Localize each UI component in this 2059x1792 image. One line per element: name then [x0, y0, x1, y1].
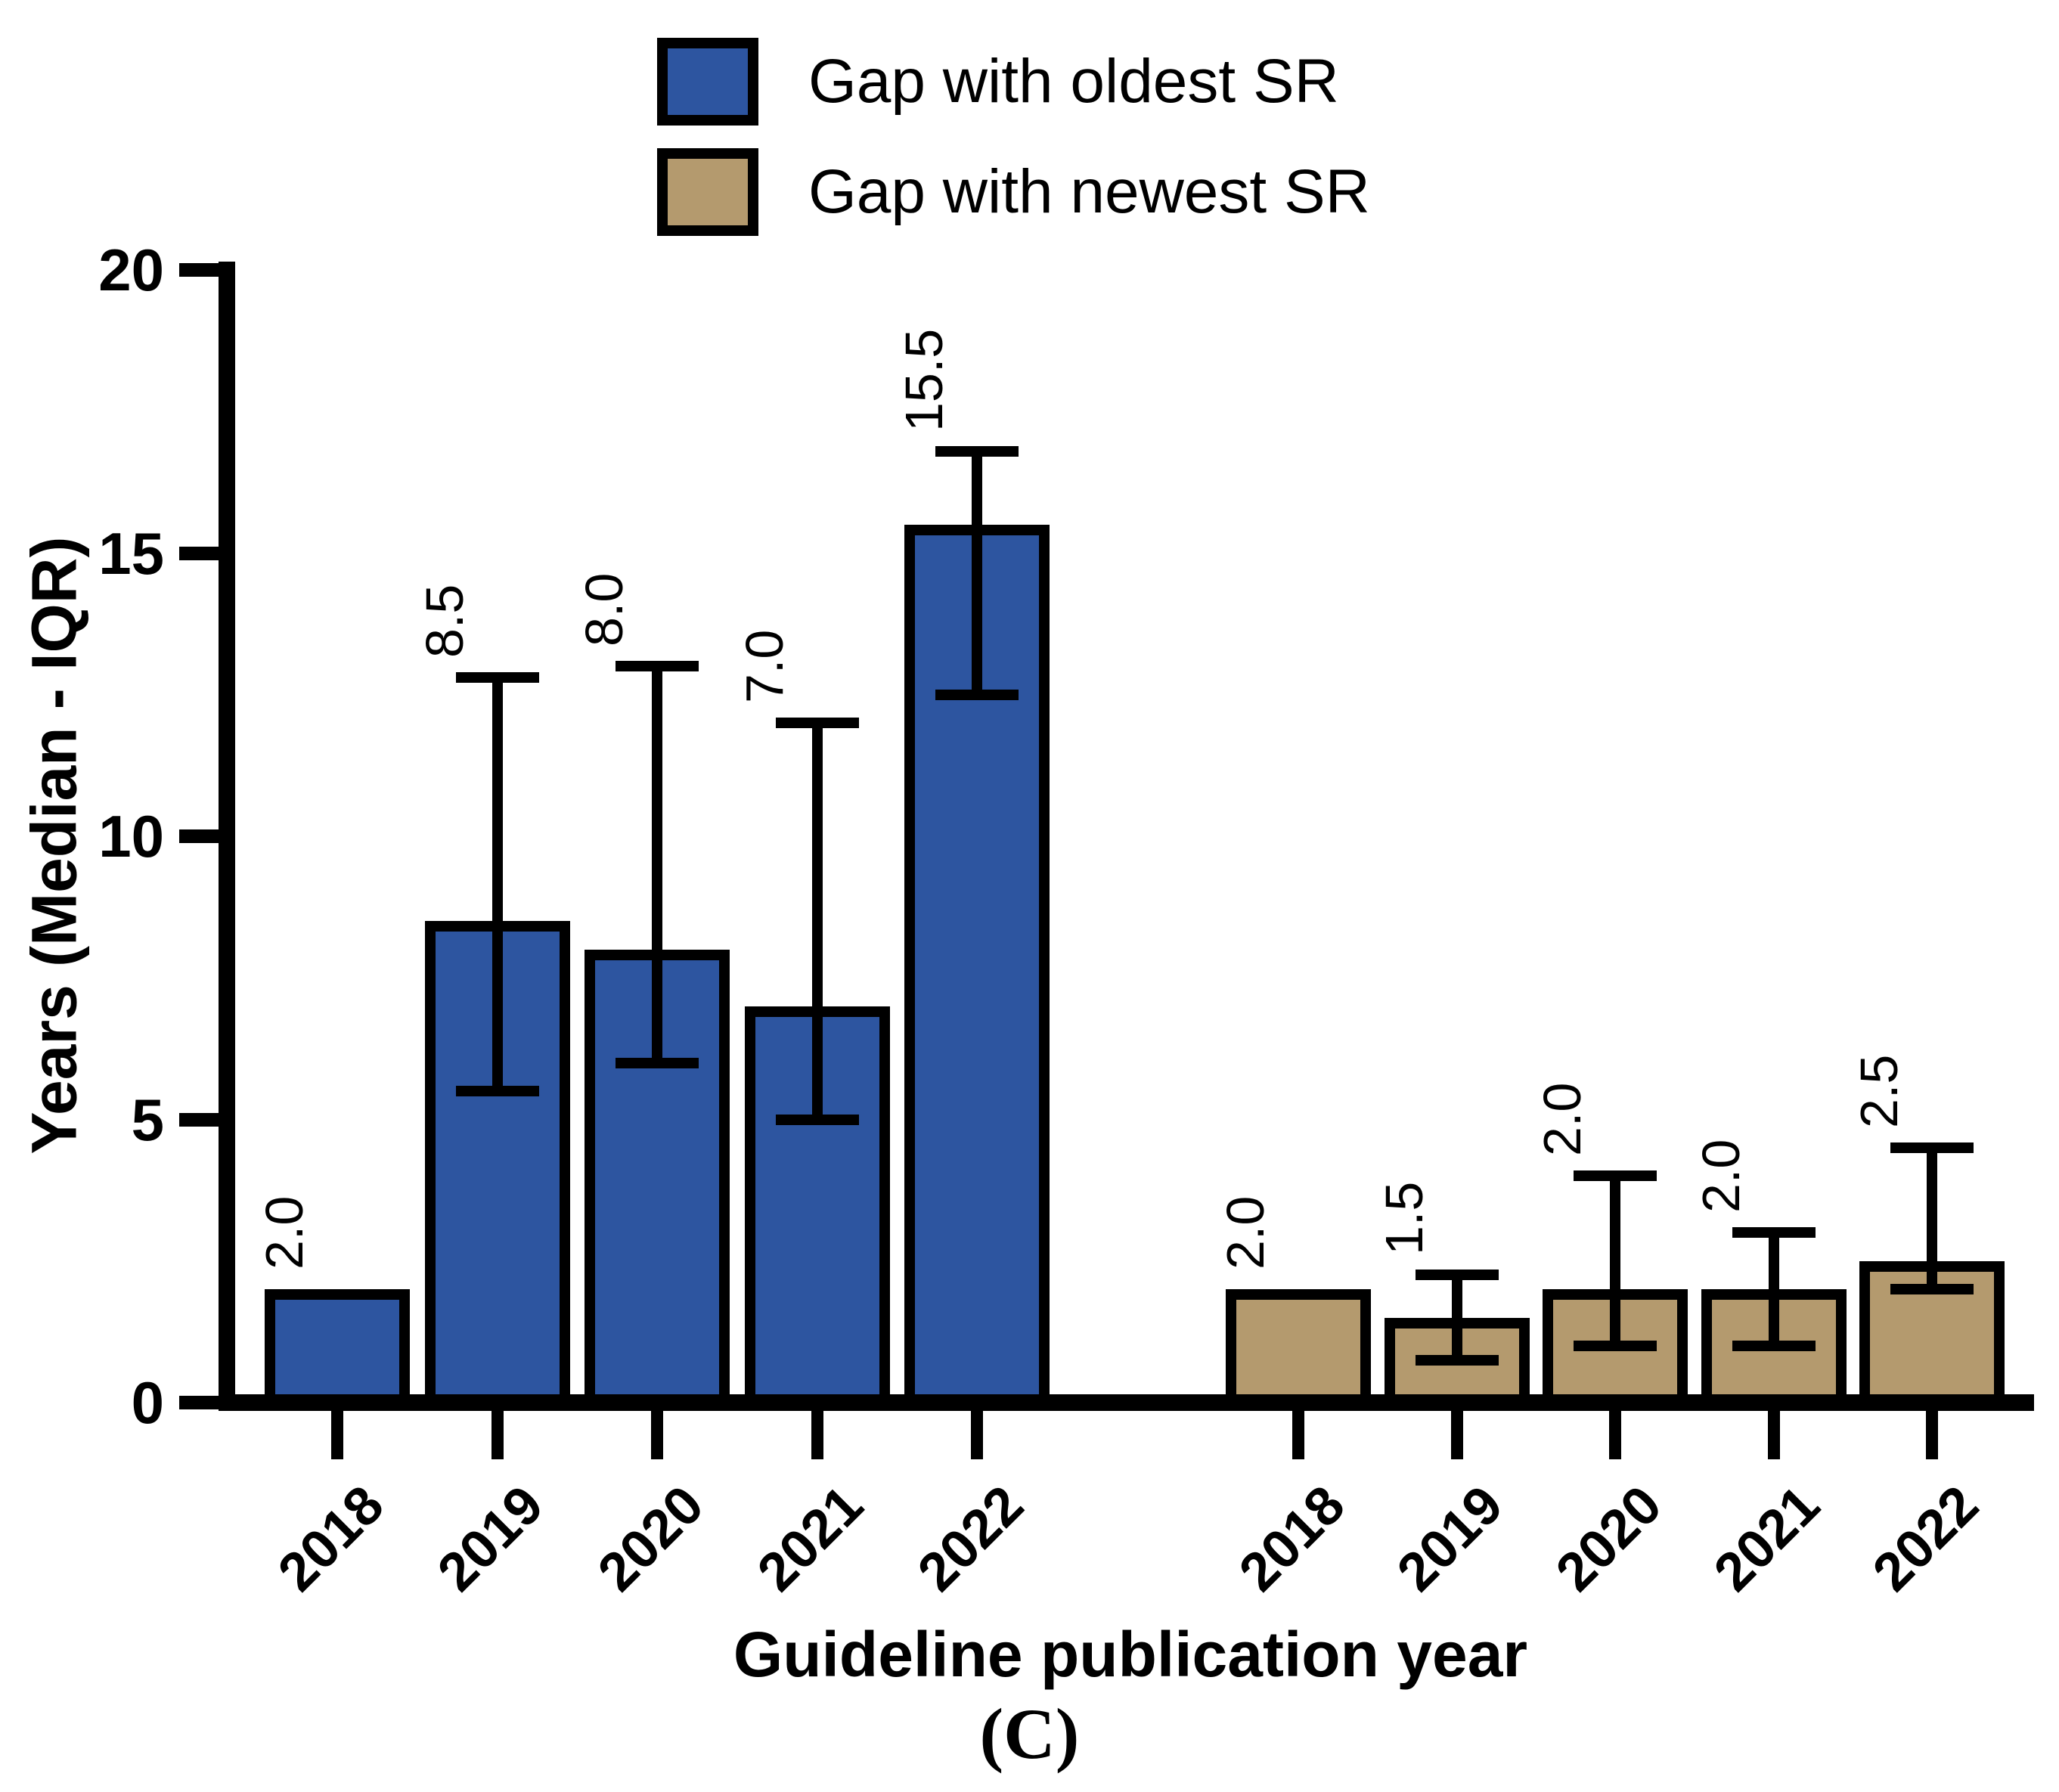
error-bar-cap-top — [1415, 1270, 1499, 1281]
x-tick — [1767, 1408, 1780, 1459]
x-tick-label-2022: 2022 — [1861, 1474, 1990, 1603]
y-tick-label: 20 — [98, 237, 164, 303]
error-bar-line — [1927, 1147, 1937, 1290]
bar-value-label: 2.0 — [1533, 1083, 1592, 1157]
error-bar-cap-bottom — [1415, 1354, 1499, 1366]
error-bar-cap-bottom — [935, 689, 1019, 700]
y-tick — [179, 829, 223, 843]
legend-item-newest-sr: Gap with newest SR — [657, 148, 1370, 236]
x-tick — [1609, 1408, 1621, 1459]
x-tick — [971, 1408, 983, 1459]
y-tick — [179, 263, 223, 277]
error-bar-line — [1610, 1176, 1620, 1347]
x-axis-spine — [219, 1394, 2034, 1411]
legend-swatch-newest-icon — [657, 148, 758, 236]
y-tick-label: 5 — [131, 1086, 164, 1153]
bar-value-label: 2.0 — [1691, 1139, 1750, 1214]
y-tick-label: 10 — [98, 803, 164, 870]
error-bar-line — [491, 677, 503, 1092]
y-tick — [179, 1112, 223, 1127]
bar-value-label: 1.5 — [1374, 1182, 1434, 1256]
error-bar-cap-bottom — [1574, 1341, 1657, 1352]
error-bar-cap-top — [1732, 1227, 1816, 1239]
y-tick-label: 15 — [98, 519, 164, 587]
x-tick — [811, 1408, 823, 1459]
legend-label-newest: Gap with newest SR — [808, 157, 1370, 226]
error-bar-cap-top — [935, 445, 1019, 457]
y-tick-label: 0 — [131, 1369, 164, 1436]
x-tick-label-2021: 2021 — [1703, 1474, 1832, 1603]
bar-value-label: 2.0 — [1216, 1195, 1275, 1270]
bar-value-label: 8.5 — [414, 584, 474, 659]
error-bar-cap-top — [1890, 1142, 1974, 1153]
y-tick — [179, 546, 223, 560]
error-bar-cap-top — [616, 661, 699, 672]
bar-value-label: 2.5 — [1850, 1054, 1909, 1128]
bar-value-label: 8.0 — [575, 572, 634, 647]
error-bar-cap-top — [1574, 1170, 1657, 1182]
x-axis-title: Guideline publication year — [733, 1619, 1528, 1690]
bar-value-label: 7.0 — [734, 629, 794, 704]
x-tick-label-2020: 2020 — [586, 1474, 715, 1603]
error-bar-line — [972, 451, 982, 695]
error-bar-line — [652, 666, 662, 1063]
error-bar-cap-bottom — [1890, 1284, 1974, 1295]
legend-swatch-oldest-icon — [657, 38, 758, 126]
error-bar-line — [1768, 1232, 1779, 1347]
figure-panel-caption: (C) — [979, 1694, 1080, 1774]
x-tick-label-2021: 2021 — [746, 1474, 876, 1603]
x-tick — [491, 1408, 504, 1459]
x-tick-label-2022: 2022 — [906, 1474, 1035, 1603]
y-tick — [179, 1396, 223, 1409]
x-tick-label-2020: 2020 — [1544, 1474, 1673, 1603]
error-bar-cap-bottom — [616, 1057, 699, 1068]
error-bar-cap-bottom — [455, 1086, 539, 1097]
error-bar-cap-bottom — [775, 1114, 859, 1125]
x-tick-label-2018: 2018 — [266, 1474, 395, 1603]
bar — [1226, 1289, 1371, 1411]
x-tick — [1450, 1408, 1463, 1459]
y-axis-spine — [219, 262, 235, 1411]
x-tick — [651, 1408, 663, 1459]
legend-item-oldest-sr: Gap with oldest SR — [657, 38, 1339, 126]
x-tick-label-2019: 2019 — [1386, 1474, 1515, 1603]
error-bar-cap-bottom — [1732, 1341, 1816, 1352]
x-tick-label-2018: 2018 — [1227, 1474, 1357, 1603]
error-bar-line — [811, 723, 823, 1120]
x-tick — [1926, 1408, 1938, 1459]
legend-label-oldest: Gap with oldest SR — [808, 47, 1339, 116]
x-tick-label-2019: 2019 — [426, 1474, 556, 1603]
error-bar-cap-top — [775, 718, 859, 729]
bar — [265, 1289, 410, 1411]
bar-value-label: 2.0 — [255, 1195, 314, 1270]
error-bar-line — [1451, 1275, 1462, 1360]
x-tick — [1292, 1408, 1304, 1459]
error-bar-cap-top — [455, 672, 539, 684]
bar-value-label: 15.5 — [895, 328, 954, 432]
x-tick — [331, 1408, 343, 1459]
